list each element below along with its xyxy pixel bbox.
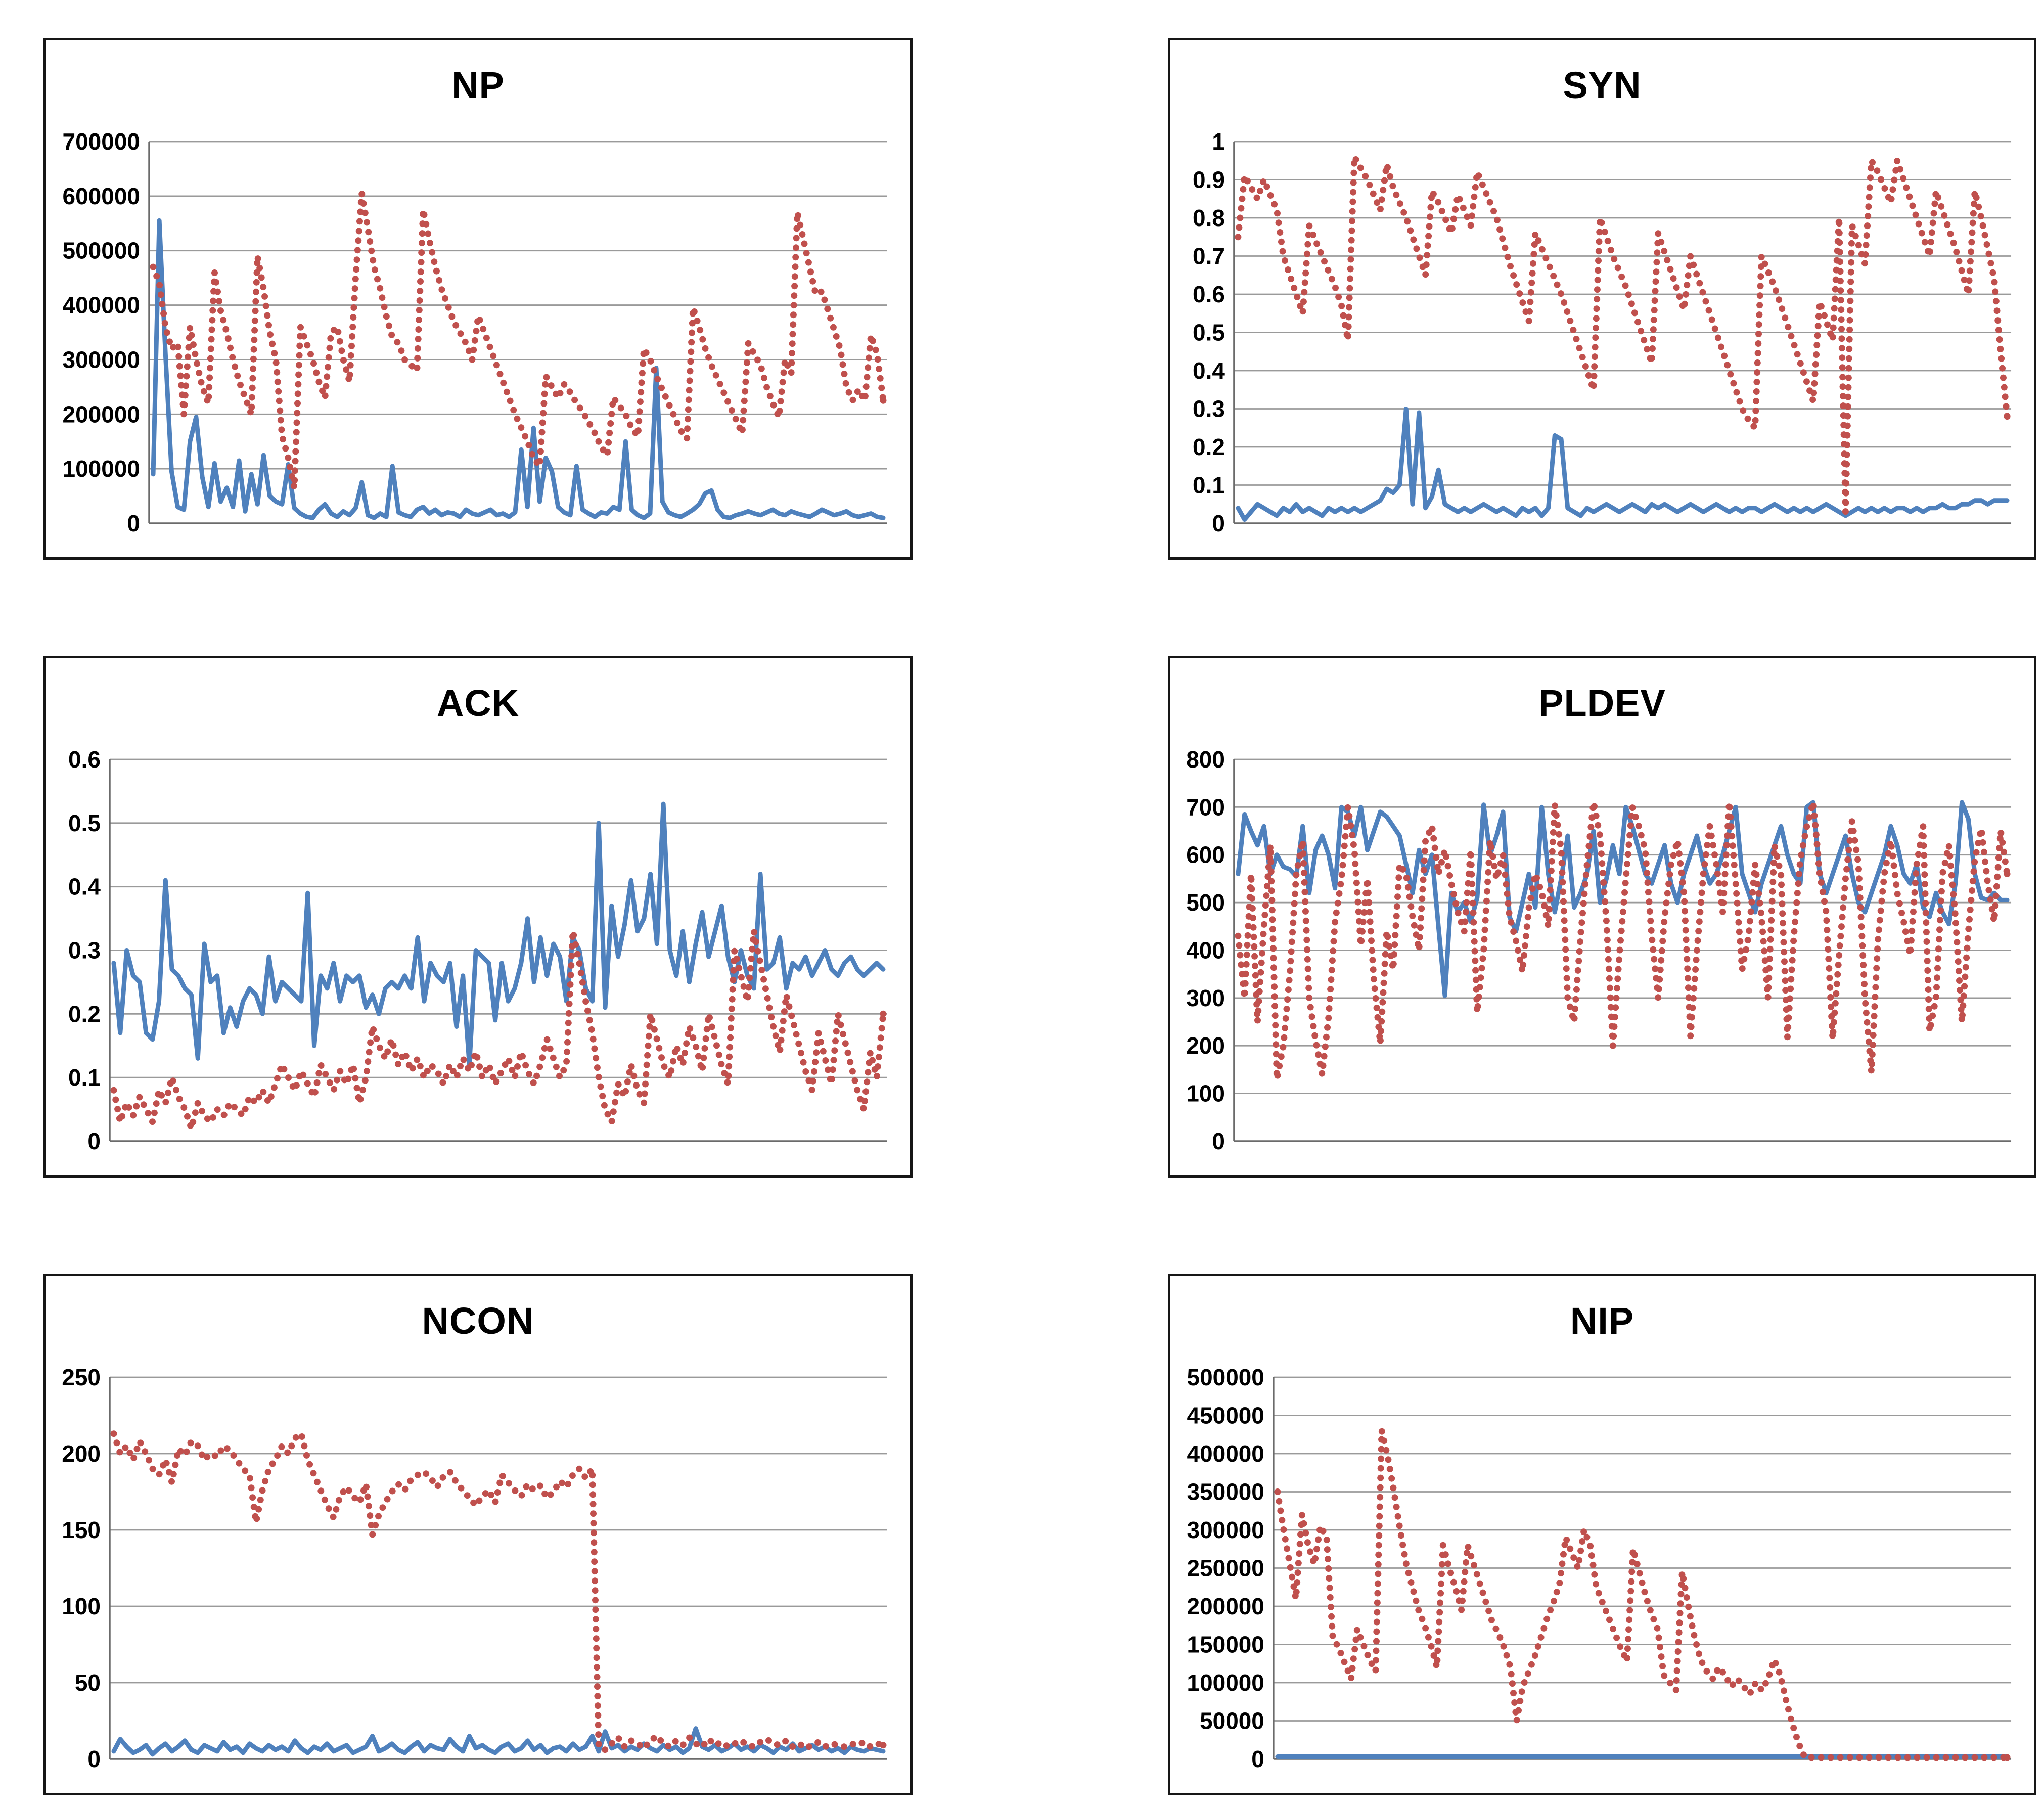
ack-plot-canvas: 0 0.1 0.2 0.3 0.4 0.5 0.6: [68, 746, 887, 1154]
y-tick-label: 0.2: [1193, 434, 1225, 460]
chart-panel-syn: SYN 0 0.1 0.2 0.3 0.4 0.5 0.6 0.7 0.8 0.9 1: [1168, 38, 2036, 560]
gridlines: [1234, 141, 2012, 524]
chart-title-nip: NIP: [1570, 1300, 1634, 1342]
y-tick-label: 250000: [1187, 1555, 1264, 1581]
y-tick-labels: 0 100 200 300 400 500 600 700 800: [1186, 746, 1225, 1154]
y-tick-label: 300000: [63, 346, 141, 373]
y-tick-label: 100000: [1187, 1669, 1264, 1696]
y-tick-label: 150: [62, 1517, 101, 1543]
y-tick-label: 0: [87, 1128, 101, 1154]
y-tick-label: 0.5: [68, 810, 101, 836]
y-tick-label: 0.6: [1193, 281, 1225, 307]
y-tick-label: 0.3: [68, 937, 101, 964]
chart-title-syn: SYN: [1563, 64, 1642, 106]
y-tick-label: 0.8: [1193, 205, 1225, 231]
y-tick-label: 700: [1186, 794, 1225, 820]
y-tick-label: 0.4: [68, 874, 101, 900]
charts-grid: NP 0 100000 200000 300000 400000 500000 600000…: [43, 38, 2036, 1795]
y-tick-label: 100000: [63, 456, 141, 482]
np-plot-canvas: 0 100000 200000 300000 400000 500000 600000 700…: [63, 128, 887, 536]
y-tick-label: 100: [1186, 1080, 1225, 1107]
dotted-series: [110, 929, 887, 1129]
y-tick-label: 0: [87, 1746, 101, 1772]
chart-title-ack: ACK: [436, 682, 520, 724]
y-tick-label: 200: [62, 1440, 101, 1467]
nip-plot-canvas: 0 50000 100000 150000 200000 250000 300000 3500…: [1187, 1364, 2012, 1772]
y-tick-label: 400000: [1187, 1440, 1264, 1467]
y-tick-label: 0.1: [68, 1064, 101, 1091]
gridlines: [1273, 1376, 2012, 1760]
y-tick-label: 0.5: [1193, 319, 1225, 345]
solid-line-series: [151, 218, 886, 520]
dotted-series: [110, 1430, 887, 1753]
y-tick-label: 0.6: [68, 746, 101, 773]
y-tick-label: 700000: [63, 128, 141, 155]
solid-line-series: [1236, 800, 2010, 998]
y-tick-label: 100: [62, 1593, 101, 1619]
y-tick-label: 0.3: [1193, 395, 1225, 422]
y-tick-label: 0.4: [1193, 357, 1225, 384]
y-tick-label: 500: [1186, 889, 1225, 916]
y-tick-label: 50: [75, 1669, 101, 1696]
y-tick-labels: 0 50 100 150 200 250: [62, 1364, 101, 1772]
y-tick-label: 200: [1186, 1032, 1225, 1059]
y-tick-label: 0: [1212, 510, 1225, 536]
y-tick-label: 0: [1251, 1746, 1264, 1772]
y-tick-labels: 0 0.1 0.2 0.3 0.4 0.5 0.6: [68, 746, 101, 1154]
solid-line-series: [111, 801, 886, 1067]
y-tick-labels: 0 0.1 0.2 0.3 0.4 0.5 0.6 0.7 0.8 0.9 1: [1193, 128, 1225, 536]
chart-panel-nip: NIP 0 50000 100000 150000 200000 250000 300000…: [1168, 1274, 2036, 1795]
y-tick-label: 0.1: [1193, 472, 1225, 498]
y-tick-label: 500000: [1187, 1364, 1264, 1390]
y-tick-label: 150000: [1187, 1631, 1264, 1657]
y-tick-label: 50000: [1200, 1707, 1264, 1734]
chart-title-np: NP: [451, 64, 505, 106]
gridlines: [110, 1376, 887, 1760]
y-tick-label: 200000: [1187, 1593, 1264, 1619]
y-tick-label: 800: [1186, 746, 1225, 773]
y-tick-label: 250: [62, 1364, 101, 1390]
y-tick-label: 300000: [1187, 1517, 1264, 1543]
y-tick-label: 0: [127, 510, 140, 536]
chart-title-pldev: PLDEV: [1538, 682, 1666, 724]
pldev-plot-canvas: 0 100 200 300 400 500 600 700 800: [1186, 746, 2012, 1154]
syn-plot-canvas: 0 0.1 0.2 0.3 0.4 0.5 0.6 0.7 0.8 0.9 1: [1193, 128, 2012, 536]
dotted-series: [150, 191, 887, 489]
ncon-plot-canvas: 0 50 100 150 200 250: [62, 1364, 887, 1772]
y-tick-label: 350000: [1187, 1478, 1264, 1505]
y-tick-label: 200000: [63, 401, 141, 427]
y-tick-labels: 0 50000 100000 150000 200000 250000 300000 3500…: [1187, 1364, 1264, 1772]
solid-line-series: [1236, 407, 2010, 522]
solid-line-series: [111, 1726, 886, 1757]
y-tick-labels: 0 100000 200000 300000 400000 500000 600000 700…: [63, 128, 141, 536]
y-tick-label: 0.7: [1193, 243, 1225, 269]
chart-panel-pldev: PLDEV 0 100 200 300 400 500 600 700 800: [1168, 656, 2036, 1178]
y-tick-label: 0.9: [1193, 166, 1225, 193]
y-tick-label: 1: [1212, 128, 1225, 155]
y-tick-label: 600000: [63, 183, 141, 209]
y-tick-label: 400000: [63, 292, 141, 319]
dotted-series: [1235, 156, 2011, 515]
chart-panel-ncon: NCON 0 50 100 150 200 250: [43, 1274, 913, 1795]
chart-title-ncon: NCON: [422, 1300, 534, 1342]
y-tick-label: 450000: [1187, 1402, 1264, 1428]
y-tick-label: 600: [1186, 842, 1225, 868]
y-tick-label: 0.2: [68, 1001, 101, 1027]
chart-panel-np: NP 0 100000 200000 300000 400000 500000 600000…: [43, 38, 913, 560]
y-tick-label: 0: [1212, 1128, 1225, 1154]
chart-panel-ack: ACK 0 0.1 0.2 0.3 0.4 0.5 0.6: [43, 656, 913, 1178]
y-tick-label: 500000: [63, 238, 141, 264]
dotted-series: [1274, 1428, 2011, 1761]
y-tick-label: 400: [1186, 937, 1225, 963]
dotted-series: [1235, 802, 2011, 1079]
y-tick-label: 300: [1186, 985, 1225, 1011]
